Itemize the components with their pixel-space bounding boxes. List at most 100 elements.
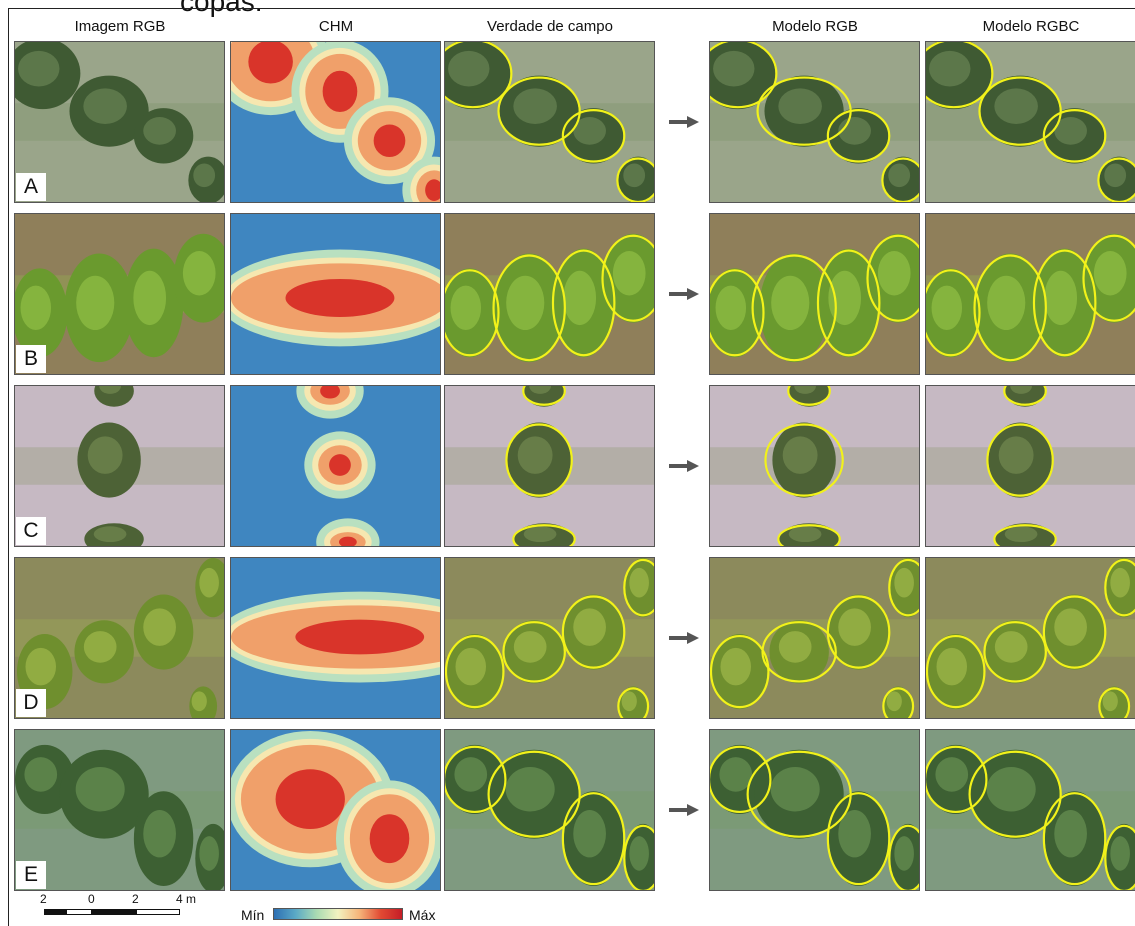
crown-outline [512,524,576,546]
scale-tick-label: 2 [40,892,47,906]
crown-outline [487,750,581,838]
legend-color-ramp [273,908,403,920]
rgb-model-image [710,386,919,546]
arrow-icon [669,804,699,816]
panel-rgb-model-row-b [709,213,920,375]
crown-outline [710,634,770,709]
crown-outline [968,750,1062,838]
arrow-icon [669,116,699,128]
crown-outline [973,254,1047,362]
crown-outline [826,109,891,163]
panel-ground-truth-row-e [444,729,655,891]
panel-chm-map-row-b [230,213,441,375]
arrow-icon [669,460,699,472]
crown-outline [1032,249,1097,357]
panel-rgb-model-row-c [709,385,920,547]
crown-outline [787,386,831,406]
panel-chm-map-row-e [230,729,441,891]
crown-outline [710,745,772,814]
panel-chm-map-row-c [230,385,441,547]
crown-outline [601,234,654,322]
crown-outline [1097,157,1135,202]
rgb-image-image [15,558,224,718]
crown-outline [777,524,841,546]
column-header-rgbc-model: Modelo RGBC [982,18,1080,35]
legend-max-label: Máx [409,907,436,923]
crown-outline [761,621,837,683]
crown-outline [1003,386,1047,406]
crown-outline [816,249,881,357]
rgb-model-image [710,214,919,374]
crown-outline [826,792,891,886]
ground-truth-image [445,730,654,890]
crown-outline [866,234,919,322]
crown-outline [926,634,986,709]
rgb-image-image [15,386,224,546]
row-label-b: B [16,345,46,373]
legend-min-label: Mín [241,907,265,923]
crown-outline [617,687,650,718]
rgbc-model-image [926,730,1135,890]
crown-outline [1098,687,1131,718]
scale-segment [92,909,136,915]
panel-ground-truth-row-c [444,385,655,547]
crown-outline [445,745,507,814]
crown-outline [926,269,981,357]
column-header-rgb-image: Imagem RGB [74,18,166,35]
panel-chm-map-row-a [230,41,441,203]
crown-outline [623,824,654,890]
rgb-image-image [15,730,224,890]
crown-outline [445,42,513,109]
crown-outline [616,157,654,202]
crown-outline [1042,595,1107,669]
panel-rgb-model-row-e [709,729,920,891]
crown-outline [561,792,626,886]
column-header-chm: CHM [318,18,354,35]
panel-ground-truth-row-d [444,557,655,719]
crown-outline [926,745,988,814]
scale-bar: 2 0 2 4 m [14,892,204,926]
ground-truth-image [445,386,654,546]
scale-tick-label: 4 m [176,892,197,906]
crown-outline [445,634,505,709]
rgb-image-image [15,214,224,374]
crown-outline [1082,234,1135,322]
panel-rgbc-model-row-d [925,557,1135,719]
rgbc-model-image [926,386,1135,546]
panel-rgb-model-row-d [709,557,920,719]
crown-outline [986,423,1054,497]
crown-outline [492,254,566,362]
panel-chm-map-row-d [230,557,441,719]
scale-segment [136,909,180,915]
scale-segment [44,909,66,915]
ground-truth-image [445,558,654,718]
crown-outline [522,386,566,406]
panel-rgbc-model-row-c [925,385,1135,547]
panel-rgb-image-row-b: B [14,213,225,375]
crown-outline [561,595,626,669]
panel-rgb-image-row-e: E [14,729,225,891]
panel-rgb-image-row-a: A [14,41,225,203]
crown-outline [561,109,626,163]
column-header-rgb-model: Modelo RGB [772,18,858,35]
rgb-image-image [15,42,224,202]
ground-truth-image [445,214,654,374]
rgb-model-image [710,730,919,890]
panel-rgbc-model-row-a [925,41,1135,203]
crown-outline [751,254,837,362]
scale-tick-label: 2 [132,892,139,906]
ground-truth-image [445,42,654,202]
crown-outline [881,157,919,202]
rgbc-model-image [926,558,1135,718]
crown-outline [502,621,566,683]
arrow-icon [669,288,699,300]
crown-outline [551,249,616,357]
chm-color-legend: Mín Máx [241,906,441,924]
crown-outline [1042,792,1107,886]
crown-outline [983,621,1047,683]
panel-rgbc-model-row-e [925,729,1135,891]
panel-ground-truth-row-b [444,213,655,375]
chm-map-image [231,558,440,718]
crown-outline [497,76,581,146]
crown-outline [888,558,919,617]
